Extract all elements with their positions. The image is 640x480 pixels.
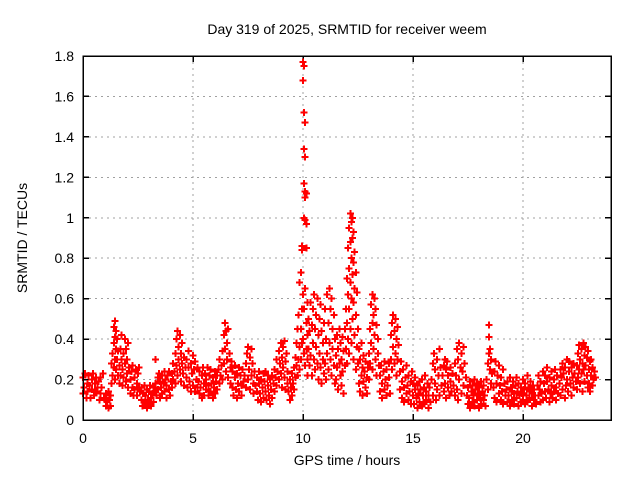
x-tick-label: 10 [295, 430, 311, 446]
x-tick-label: 0 [79, 430, 87, 446]
x-tick-label: 15 [405, 430, 421, 446]
y-tick-label: 1.8 [55, 48, 75, 64]
x-tick-label: 5 [189, 430, 197, 446]
chart-title: Day 319 of 2025, SRMTID for receiver wee… [207, 21, 486, 37]
scatter-points [79, 58, 600, 412]
y-tick-label: 1.4 [55, 129, 75, 145]
y-tick-label: 1.2 [55, 169, 75, 185]
x-axis-title: GPS time / hours [294, 452, 401, 468]
y-tick-label: 1.6 [55, 88, 75, 104]
y-tick-label: 0.6 [55, 291, 75, 307]
x-tick-label: 20 [515, 430, 531, 446]
tick-labels: 0 5 10 15 20 0 0.2 0.4 0.6 0.8 1 1.2 1.4 1.6 1.8 [55, 48, 531, 446]
y-axis-title: SRMTID / TECUs [14, 183, 30, 293]
plot-border [82, 55, 612, 421]
y-tick-label: 1 [66, 210, 74, 226]
y-tick-label: 0.2 [55, 372, 75, 388]
y-tick-label: 0.8 [55, 250, 75, 266]
y-tick-label: 0.4 [55, 331, 75, 347]
y-tick-label: 0 [66, 412, 74, 428]
